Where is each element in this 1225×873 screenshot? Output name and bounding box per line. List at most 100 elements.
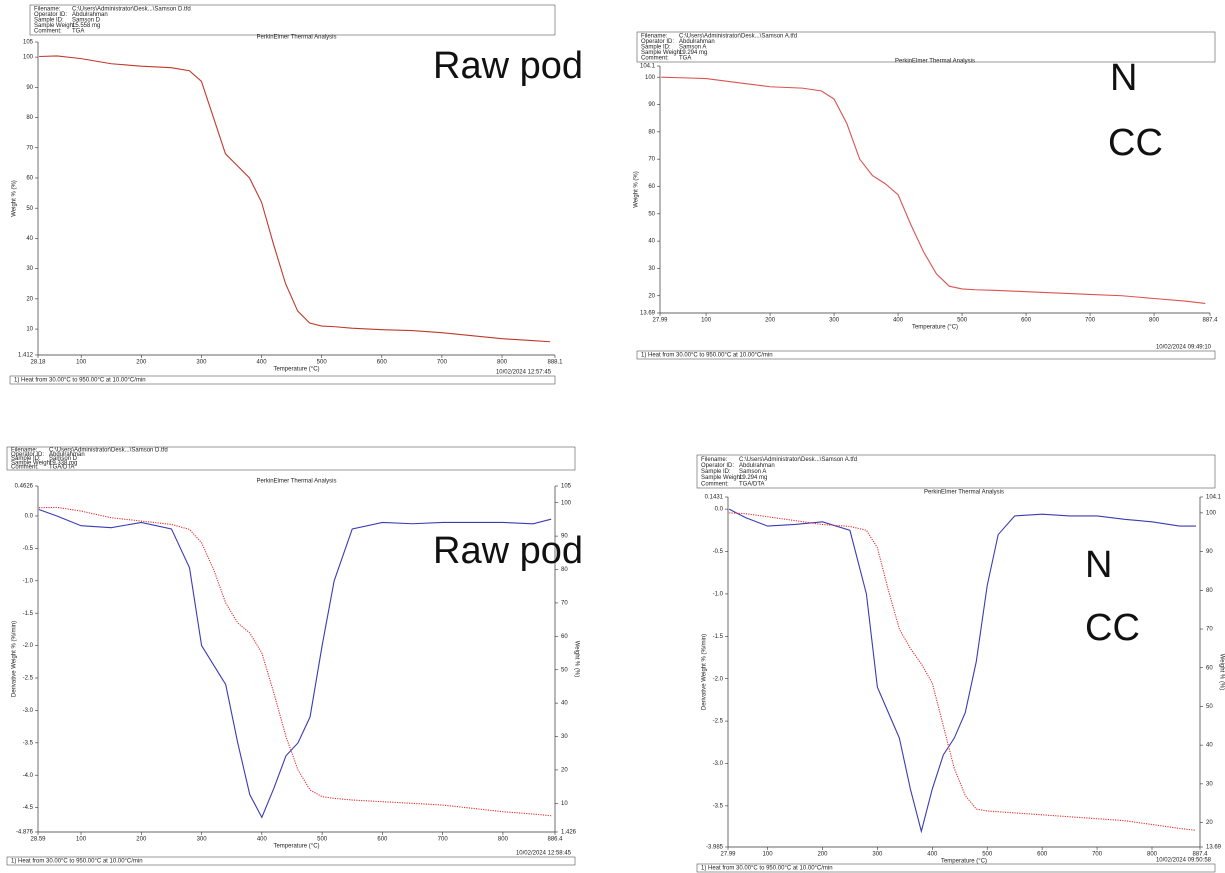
y-tick-label: -0.5: [23, 546, 34, 552]
x-tick-label: 27.99: [652, 318, 668, 324]
header-value: 19.294 mg: [739, 475, 767, 481]
y2-tick-label: 70: [561, 600, 568, 606]
header-label: Comment:: [701, 481, 729, 487]
y2-tick-label: 105: [561, 484, 572, 490]
footer-text: 1) Heat from 30.00°C to 950.00°C at 10.0…: [14, 378, 146, 384]
header-value: Abdulrahman: [72, 12, 108, 18]
timestamp: 10/02/2024 12:58:45: [516, 851, 572, 857]
y2-tick-label: 20: [561, 768, 568, 774]
y-tick-label: -3.5: [23, 740, 34, 746]
y-tick-label: -1.5: [23, 611, 34, 617]
header-label: Comment:: [641, 56, 669, 62]
header-label: Sample Weight:: [11, 460, 54, 466]
y-tick-label: 100: [645, 75, 656, 81]
header-box: [696, 454, 1216, 489]
y-tick-label: 80: [648, 129, 655, 135]
y2-tick-label: 30: [561, 734, 568, 740]
footer-text: 1) Heat from 30.00°C to 950.00°C at 10.0…: [701, 866, 833, 872]
y2-tick-label: 20: [1206, 820, 1213, 826]
header-value: C:\Users\Administrator\Desk...\Samson D.…: [72, 6, 191, 12]
y-tick-label: 0.4626: [15, 484, 34, 490]
series-line: [38, 506, 552, 817]
y-tick-label: -2.5: [713, 719, 724, 725]
header-label: Filename:: [11, 448, 38, 454]
header-value: Samson A: [679, 45, 706, 51]
x-tick-label: 200: [765, 318, 776, 324]
y2-tick-label: 100: [561, 500, 572, 506]
annotation: CC: [1085, 607, 1140, 649]
y2-tick-label: 70: [1206, 627, 1213, 633]
y2-tick-label: 13.69: [1206, 845, 1222, 851]
header-value: C:\Users\Administrator\Desk...\Samson A.…: [739, 457, 857, 463]
y2-tick-label: 80: [1206, 588, 1213, 594]
x-tick-label: 888.1: [547, 360, 563, 366]
x-tick-label: 600: [377, 837, 388, 843]
tga-chart: Filename: C:\Users\Administrator\Desk...\…: [696, 454, 1224, 873]
x-tick-label: 200: [817, 852, 828, 858]
x-tick-label: 27.99: [720, 852, 736, 858]
header-label: Sample ID:: [34, 18, 64, 24]
y-tick-label: -1.0: [23, 578, 34, 584]
y-tick-label: 70: [648, 157, 655, 163]
y-tick-label: 10: [26, 327, 33, 333]
y-tick-label: -0.5: [713, 549, 724, 555]
header-value: 19.338 mg: [49, 460, 77, 466]
header-value: Samson A: [739, 469, 766, 475]
header-label: Operator ID:: [701, 463, 734, 469]
timestamp: 10/02/2024 09:49:10: [1156, 345, 1212, 351]
header-box: [6, 446, 576, 471]
x-tick-label: 887.4: [1192, 852, 1208, 858]
y2-tick-label: 50: [561, 667, 568, 673]
y-tick-label: 0.0: [715, 507, 724, 513]
x-tick-label: 100: [76, 837, 87, 843]
chart-title: PerkinElmer Thermal Analysis: [924, 490, 1004, 496]
y-tick-label: 105: [23, 40, 34, 46]
header-label: Sample Weight:: [701, 475, 744, 481]
header-label: Operator ID:: [34, 12, 67, 18]
annotation: Raw pod: [433, 45, 583, 87]
y-tick-label: 70: [26, 145, 33, 151]
y2-tick-label: 80: [561, 567, 568, 573]
x-tick-label: 100: [701, 318, 712, 324]
x-tick-label: 28.18: [30, 360, 46, 366]
y-tick-label: -4.876: [16, 830, 34, 836]
footer-box: [6, 856, 576, 866]
header-value: TGA/DTA: [739, 481, 765, 487]
x-tick-label: 800: [497, 360, 508, 366]
series-line: [728, 508, 1196, 834]
x-tick-label: 100: [76, 360, 87, 366]
header-label: Sample Weight:: [34, 23, 77, 29]
y2-tick-label: 50: [1206, 704, 1213, 710]
chart-title: PerkinElmer Thermal Analysis: [257, 35, 337, 41]
y2-tick-label: 60: [561, 634, 568, 640]
header-label: Sample ID:: [701, 469, 731, 475]
y-tick-label: -4.0: [23, 773, 34, 779]
header-label: Sample ID:: [641, 45, 671, 51]
x-tick-label: 200: [136, 837, 147, 843]
y-tick-label: -3.985: [706, 845, 724, 851]
x-tick-label: 700: [1092, 852, 1103, 858]
footer-box: [696, 863, 1216, 873]
y2-tick-label: 90: [561, 534, 568, 540]
x-tick-label: 500: [957, 318, 968, 324]
y-tick-label: 90: [26, 85, 33, 91]
y2-tick-label: 40: [1206, 743, 1213, 749]
x-tick-label: 400: [927, 852, 938, 858]
header-value: Samson D: [49, 456, 78, 462]
tga-chart: Filename: C:\Users\Administrator\Desk...\…: [9, 4, 583, 385]
series-line: [729, 512, 1197, 831]
x-axis-label: Temperature (°C): [273, 367, 319, 373]
y-tick-label: 40: [648, 239, 655, 245]
x-tick-label: 500: [317, 837, 328, 843]
header-value: Abdulrahman: [679, 39, 715, 45]
x-tick-label: 300: [196, 360, 207, 366]
x-tick-label: 200: [136, 360, 147, 366]
y-axis-label: Derivative Weight % (%/min): [702, 634, 708, 710]
y-tick-label: -2.0: [713, 676, 724, 682]
y-tick-label: -2.0: [23, 643, 34, 649]
header-label: Sample ID:: [11, 456, 41, 462]
y-tick-label: 30: [26, 266, 33, 272]
header-value: Abdulrahman: [739, 463, 775, 469]
y-tick-label: 1.412: [18, 353, 34, 359]
